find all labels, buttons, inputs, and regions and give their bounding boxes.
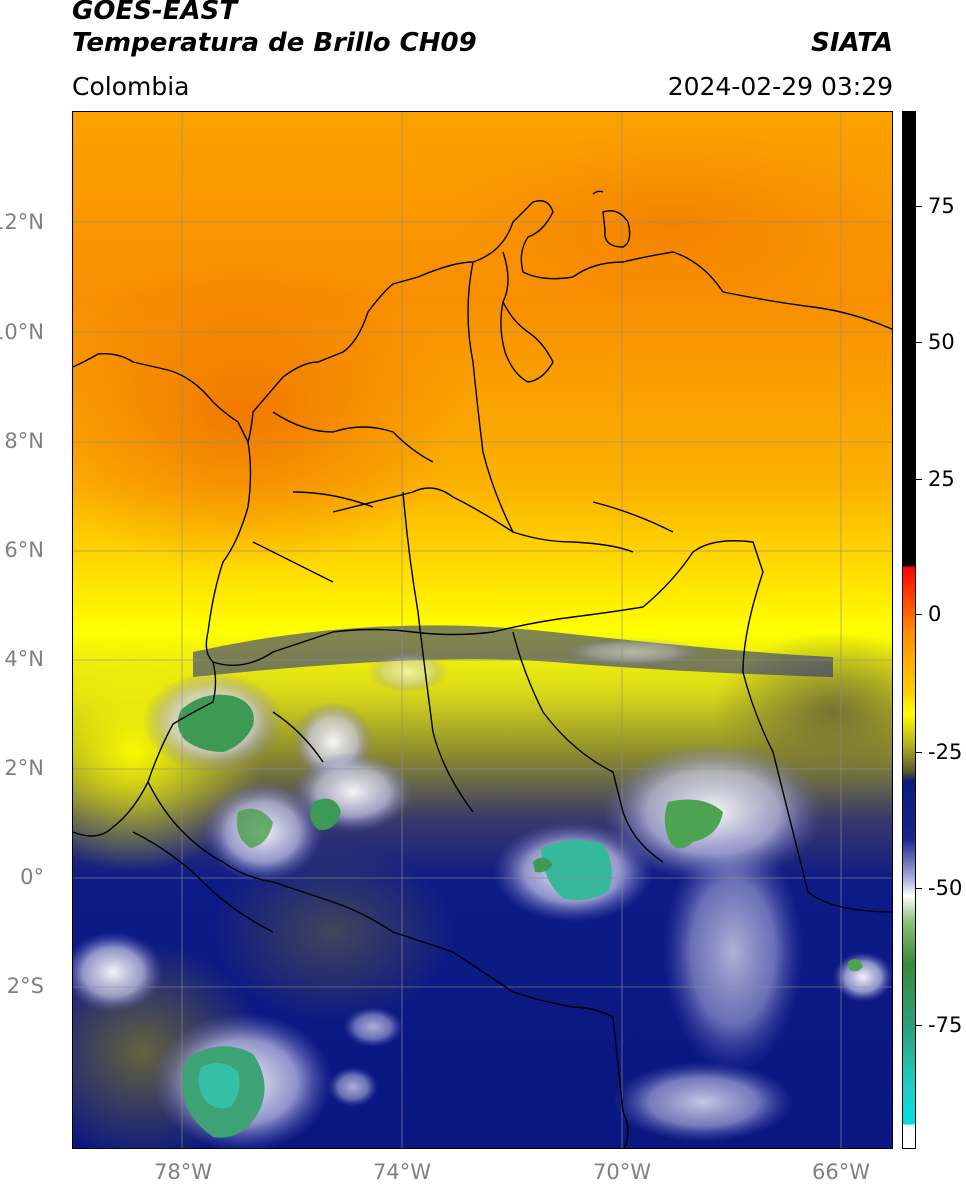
colorbar-tick-50 [916, 342, 922, 343]
lon-label-78w: 78°W [154, 1160, 212, 1184]
colorbar-tick-m75 [916, 1025, 922, 1026]
colorbar-tick-0 [916, 614, 922, 615]
cold-cloud-tops [177, 694, 863, 1138]
colorbar-gradient [903, 112, 915, 1148]
colorbar-label-25: 25 [928, 467, 955, 491]
datetime-label: 2024-02-29 03:29 [667, 72, 893, 101]
lat-label-4n: 4°N [4, 647, 44, 671]
product-title: Temperatura de Brillo CH09 [72, 28, 477, 58]
lat-label-2s: 2°S [6, 974, 44, 998]
colorbar-label-m75: -75 [928, 1013, 963, 1037]
colorbar-tick-m25 [916, 752, 922, 753]
colorbar-label-75: 75 [928, 194, 955, 218]
colorbar-label-m50: -50 [928, 876, 963, 900]
map-canvas [73, 112, 892, 1148]
lat-label-12n: 12°N [0, 210, 44, 234]
convective-band [193, 625, 833, 677]
colorbar-label-m25: -25 [928, 740, 963, 764]
lon-label-74w: 74°W [373, 1160, 431, 1184]
olive-area-south [213, 842, 453, 1022]
satellite-title: GOES-EAST [72, 0, 238, 26]
colorbar-label-0: 0 [928, 602, 942, 626]
lat-label-8n: 8°N [4, 429, 44, 453]
coastlines-and-borders [73, 190, 892, 1148]
agency-label: SIATA [811, 28, 893, 58]
colorbar-tick-75 [916, 206, 922, 207]
lon-label-70w: 70°W [593, 1160, 651, 1184]
lon-label-66w: 66°W [812, 1160, 870, 1184]
lat-label-10n: 10°N [0, 320, 44, 344]
colorbar-tick-25 [916, 479, 922, 480]
lat-label-6n: 6°N [4, 538, 44, 562]
lat-label-0: 0° [20, 865, 44, 889]
colorbar-label-50: 50 [928, 330, 955, 354]
cloud-tops [73, 638, 892, 1148]
colorbar [902, 111, 916, 1149]
region-label: Colombia [72, 72, 190, 101]
satellite-map [72, 111, 893, 1149]
colorbar-tick-m50 [916, 888, 922, 889]
lat-label-2n: 2°N [4, 756, 44, 780]
